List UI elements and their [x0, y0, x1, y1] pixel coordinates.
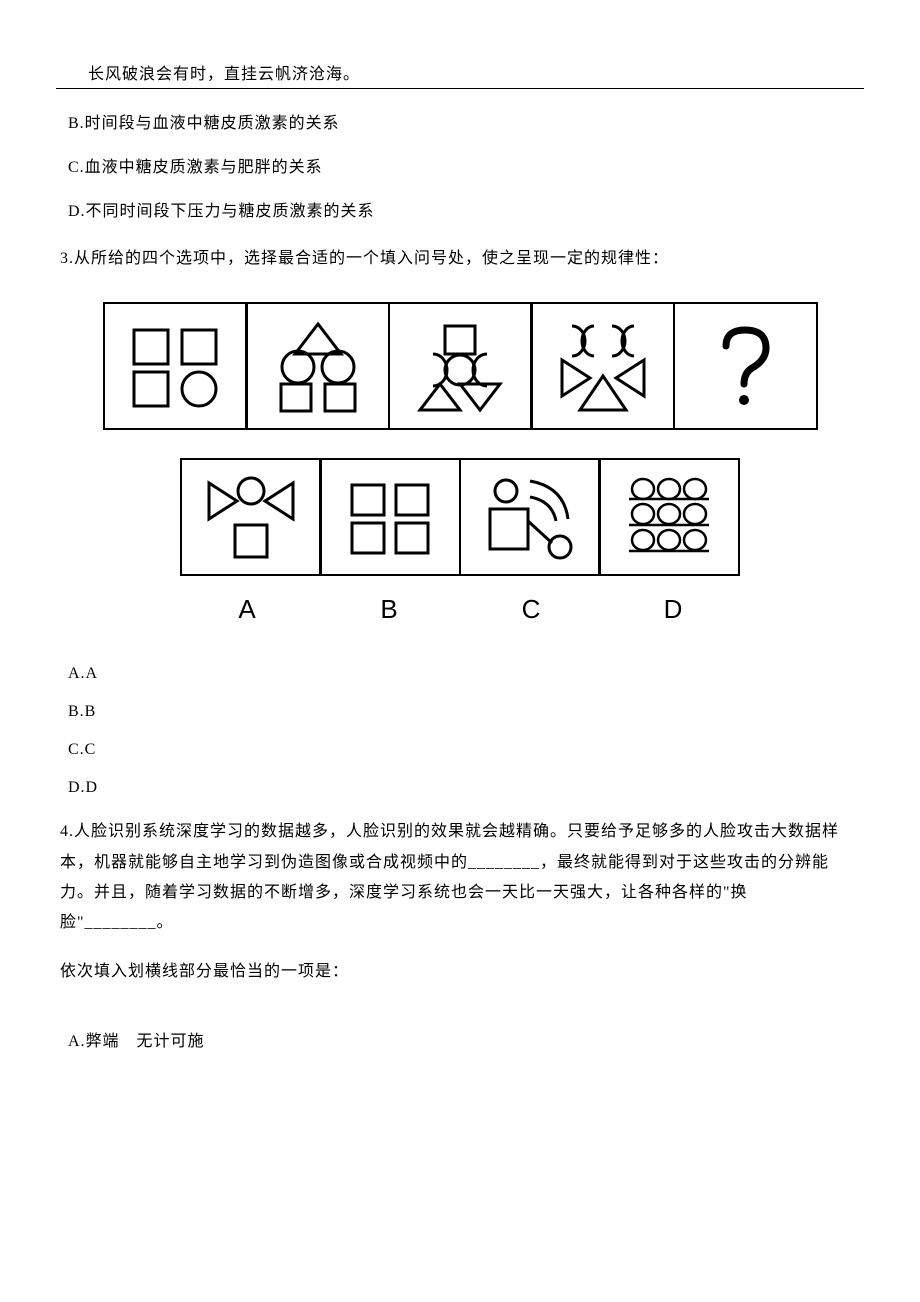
ans-svg-b [336, 469, 444, 565]
q2-option-c: C.血液中糖皮质激素与肥胖的关系 [68, 153, 860, 177]
q3-option-c: C.C [68, 741, 860, 759]
seq-svg-3 [405, 316, 515, 416]
ans-svg-d [615, 469, 723, 565]
ans-cell-a [180, 458, 322, 576]
ans-svg-c [476, 469, 584, 565]
q4-option-a: A.弊端 无计可施 [68, 1027, 860, 1051]
seq-svg-2 [263, 316, 373, 416]
seq-svg-1 [120, 316, 230, 416]
q3-text: 3.从所给的四个选项中，选择最合适的一个填入问号处，使之呈现一定的规律性： [60, 245, 860, 272]
seq-cell-1 [103, 302, 248, 430]
q2-option-b: B.时间段与血液中糖皮质激素的关系 [68, 109, 860, 133]
answer-label-b: B [318, 594, 460, 625]
q2-option-d: D.不同时间段下压力与糖皮质激素的关系 [68, 197, 860, 221]
q4-subtext: 依次填入划横线部分最恰当的一项是： [60, 957, 860, 987]
ans-svg-a [197, 469, 305, 565]
question-mark-icon [690, 316, 800, 416]
q3-option-b: B.B [68, 703, 860, 721]
header-line [56, 88, 864, 89]
ans-cell-b [319, 458, 461, 576]
q4-text: 4.人脸识别系统深度学习的数据越多，人脸识别的效果就会越精确。只要给予足够多的人… [60, 817, 860, 939]
q3-option-d: D.D [68, 779, 860, 797]
ans-cell-d [598, 458, 740, 576]
answer-label-c: C [460, 594, 602, 625]
q3-option-a: A.A [68, 665, 860, 683]
answer-label-a: A [176, 594, 318, 625]
seq-cell-2 [245, 302, 390, 430]
q3-sequence-row [60, 302, 860, 430]
ans-cell-c [459, 458, 601, 576]
answer-label-d: D [602, 594, 744, 625]
seq-svg-4 [548, 316, 658, 416]
q3-figure: A B C D [60, 302, 860, 625]
seq-cell-4 [530, 302, 675, 430]
seq-cell-3 [388, 302, 533, 430]
q3-answer-row [60, 458, 860, 576]
seq-cell-5 [673, 302, 818, 430]
header-quote: 长风破浪会有时，直挂云帆济沧海。 [88, 60, 860, 84]
answer-labels: A B C D [60, 594, 860, 625]
